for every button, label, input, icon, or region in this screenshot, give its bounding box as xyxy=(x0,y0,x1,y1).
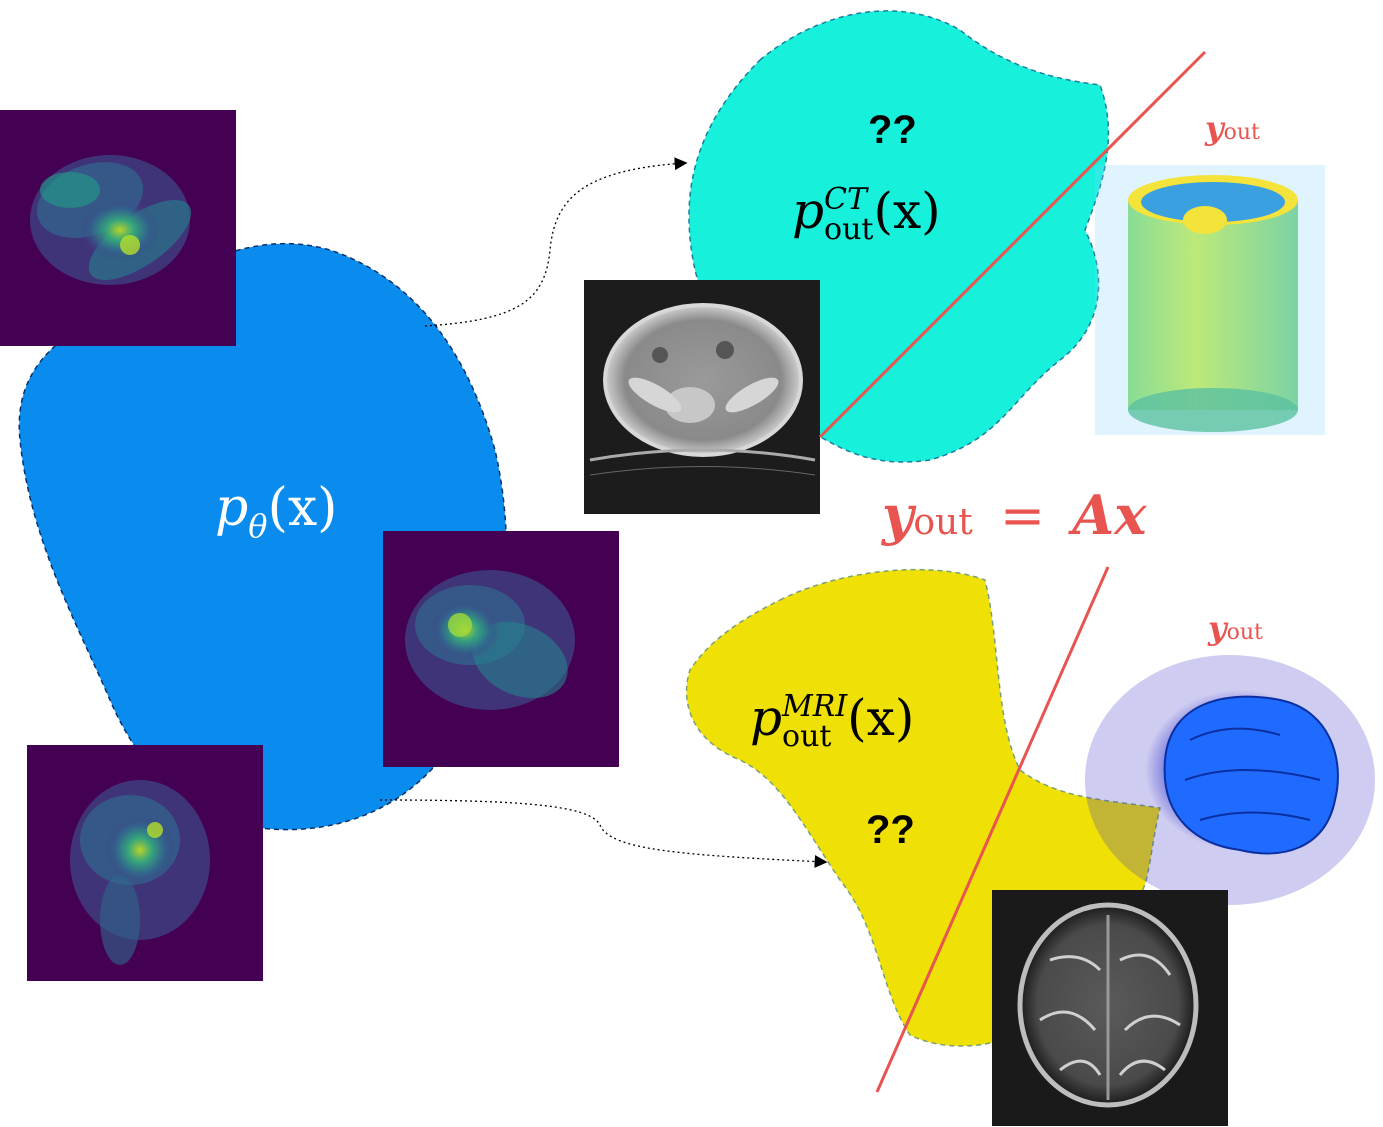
equation-rhs: Ax xyxy=(1072,483,1147,547)
mri-measurement-label: yout xyxy=(1208,612,1263,644)
phantom-sample-3 xyxy=(27,745,263,981)
equation-lhs-sub: out xyxy=(913,502,973,543)
phantom-sample-2 xyxy=(383,531,619,767)
mri-symbol: p xyxy=(750,689,783,747)
prior-subscript: θ xyxy=(248,507,268,545)
mri-measurement-line xyxy=(875,566,1110,1093)
mri-measure-main: y xyxy=(1208,609,1227,647)
phantom-sample-1 xyxy=(0,110,236,346)
ct-measurement-label: yout xyxy=(1205,112,1260,144)
ct-symbol: p xyxy=(792,182,825,240)
arrow-prior-to-ct xyxy=(424,157,688,327)
mri-measure-sub: out xyxy=(1226,620,1263,645)
ct-measurement-line xyxy=(818,50,1207,439)
ct-superscript: CT xyxy=(824,182,867,217)
mri-superscript: MRI xyxy=(782,689,848,724)
prior-argument: (x) xyxy=(267,478,338,538)
ct-subscript: out xyxy=(824,212,874,247)
ct-measure-main: y xyxy=(1205,109,1224,147)
equation-equals: = xyxy=(999,484,1046,547)
mri-unknown-marker: ?? xyxy=(866,808,915,852)
ct-volume-image xyxy=(1095,165,1325,435)
arrow-prior-to-mri xyxy=(379,799,828,868)
mri-subscript: out xyxy=(782,719,832,754)
ct-measure-sub: out xyxy=(1223,120,1260,145)
mri-slice-image xyxy=(992,890,1228,1126)
mri-argument: (x) xyxy=(847,689,915,747)
ct-distribution-label: p CT out (x) xyxy=(792,185,941,245)
ct-argument: (x) xyxy=(873,182,941,240)
ct-slice-image xyxy=(584,280,820,514)
equation-lhs-main: y xyxy=(882,483,914,547)
prior-symbol: p xyxy=(215,478,249,538)
mri-volume-image xyxy=(1085,655,1375,905)
prior-label: pθ(x) xyxy=(215,482,337,542)
ct-unknown-marker: ?? xyxy=(868,108,917,152)
forward-model-equation: yout = Ax xyxy=(882,488,1146,543)
mri-distribution-label: p MRI out (x) xyxy=(750,692,914,752)
